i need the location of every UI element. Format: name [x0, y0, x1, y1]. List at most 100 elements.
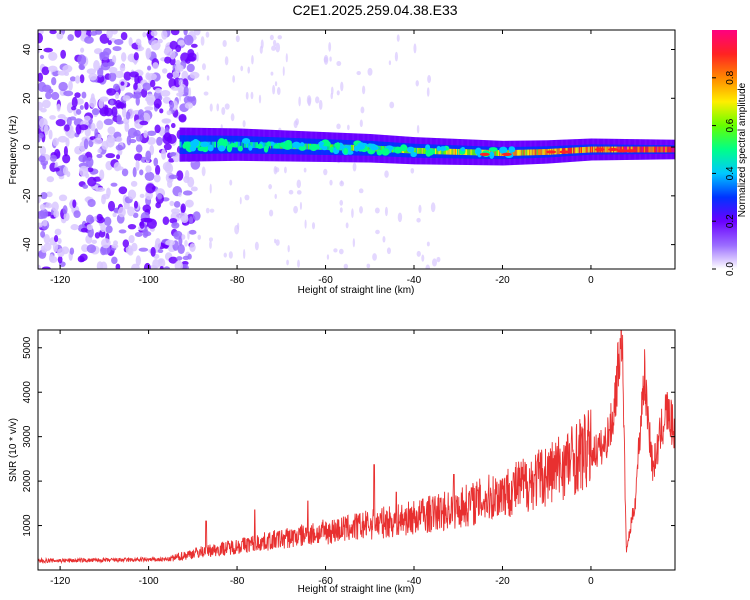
noise-speck [135, 38, 142, 46]
signal-blob [257, 143, 263, 149]
noise-speck [66, 116, 72, 127]
signal-core [381, 146, 384, 152]
noise-speck [41, 66, 50, 76]
noise-speck [103, 118, 114, 126]
noise-speck [42, 219, 48, 227]
faint-speck [366, 263, 371, 269]
noise-speck [67, 34, 74, 42]
noise-speck [165, 239, 176, 246]
signal-core [305, 143, 307, 150]
noise-speck [132, 212, 139, 219]
faint-speck [347, 124, 350, 131]
noise-speck [158, 258, 166, 268]
signal-core [350, 144, 353, 151]
signal-core [634, 146, 636, 153]
noise-speck [66, 102, 74, 114]
noise-speck [85, 214, 94, 225]
noise-speck [154, 238, 161, 250]
faint-speck [336, 90, 340, 96]
faint-speck [384, 170, 389, 178]
faint-speck [224, 56, 229, 66]
signal-blob [248, 145, 253, 151]
faint-speck [436, 256, 441, 263]
signal-core [449, 148, 451, 155]
noise-speck [94, 232, 101, 239]
signal-core [418, 147, 420, 154]
noise-speck [107, 61, 115, 66]
noise-speck [63, 145, 68, 157]
noise-speck [134, 74, 140, 85]
noise-speck [183, 95, 193, 105]
signal-core [649, 146, 651, 153]
faint-speck [303, 167, 307, 173]
signal-core [625, 146, 627, 153]
noise-speck [39, 146, 47, 156]
signal-core [367, 145, 369, 152]
noise-speck [56, 32, 64, 40]
noise-speck [126, 135, 132, 146]
signal-core [543, 149, 545, 155]
noise-speck [100, 245, 107, 256]
faint-speck [287, 244, 290, 253]
faint-speck [296, 179, 302, 189]
signal-core [250, 142, 252, 148]
faint-speck [426, 87, 430, 97]
noise-speck [189, 243, 196, 252]
noise-speck [41, 266, 51, 269]
noise-speck [97, 67, 104, 78]
faint-speck [271, 45, 276, 51]
noise-speck [103, 216, 112, 226]
faint-speck [208, 237, 213, 242]
noise-speck [80, 227, 88, 233]
noise-speck [39, 208, 49, 219]
signal-core [448, 148, 450, 155]
faint-speck [274, 167, 280, 173]
signal-core [652, 146, 655, 153]
noise-speck [87, 167, 94, 173]
noise-speck [159, 108, 164, 114]
noise-speck [40, 191, 48, 200]
y-tick-label: 5000 [22, 336, 33, 359]
signal-core [586, 146, 588, 153]
snr-panel: -120 -100 -80 -60 -40 -20 0 1000 2000 3000 4000 500… [8, 329, 676, 595]
signal-core [575, 147, 577, 154]
noise-speck [147, 65, 152, 71]
faint-speck [339, 199, 344, 206]
noise-speck [186, 56, 196, 62]
signal-core [209, 141, 211, 148]
noise-speck [84, 36, 94, 44]
signal-core [657, 146, 659, 153]
noise-speck [176, 170, 184, 181]
x-tick-label: -40 [407, 576, 422, 587]
noise-speck [45, 202, 53, 209]
signal-core [673, 146, 675, 153]
signal-core [414, 147, 416, 154]
noise-speck [180, 215, 189, 223]
faint-speck [269, 34, 274, 41]
signal-core [593, 146, 595, 153]
noise-speck [186, 63, 195, 73]
noise-speck [135, 144, 143, 153]
noise-speck [87, 198, 96, 208]
signal-core [334, 144, 336, 151]
noise-speck [115, 144, 124, 151]
signal-core [527, 149, 530, 156]
noise-speck [142, 227, 149, 239]
noise-speck [81, 244, 89, 253]
noise-speck [75, 109, 82, 115]
faint-speck [250, 91, 254, 100]
noise-speck [107, 40, 112, 46]
signal-core [379, 145, 382, 152]
noise-speck [181, 70, 189, 82]
noise-speck [133, 52, 139, 61]
noise-speck [166, 72, 173, 79]
faint-speck [336, 61, 342, 67]
faint-speck [222, 39, 227, 48]
noise-speck [128, 37, 133, 47]
signal-core [307, 143, 310, 150]
signal-core [493, 149, 495, 156]
signal-core [544, 149, 546, 155]
signal-core [662, 146, 665, 153]
noise-speck [190, 186, 198, 192]
noise-speck [51, 76, 57, 86]
